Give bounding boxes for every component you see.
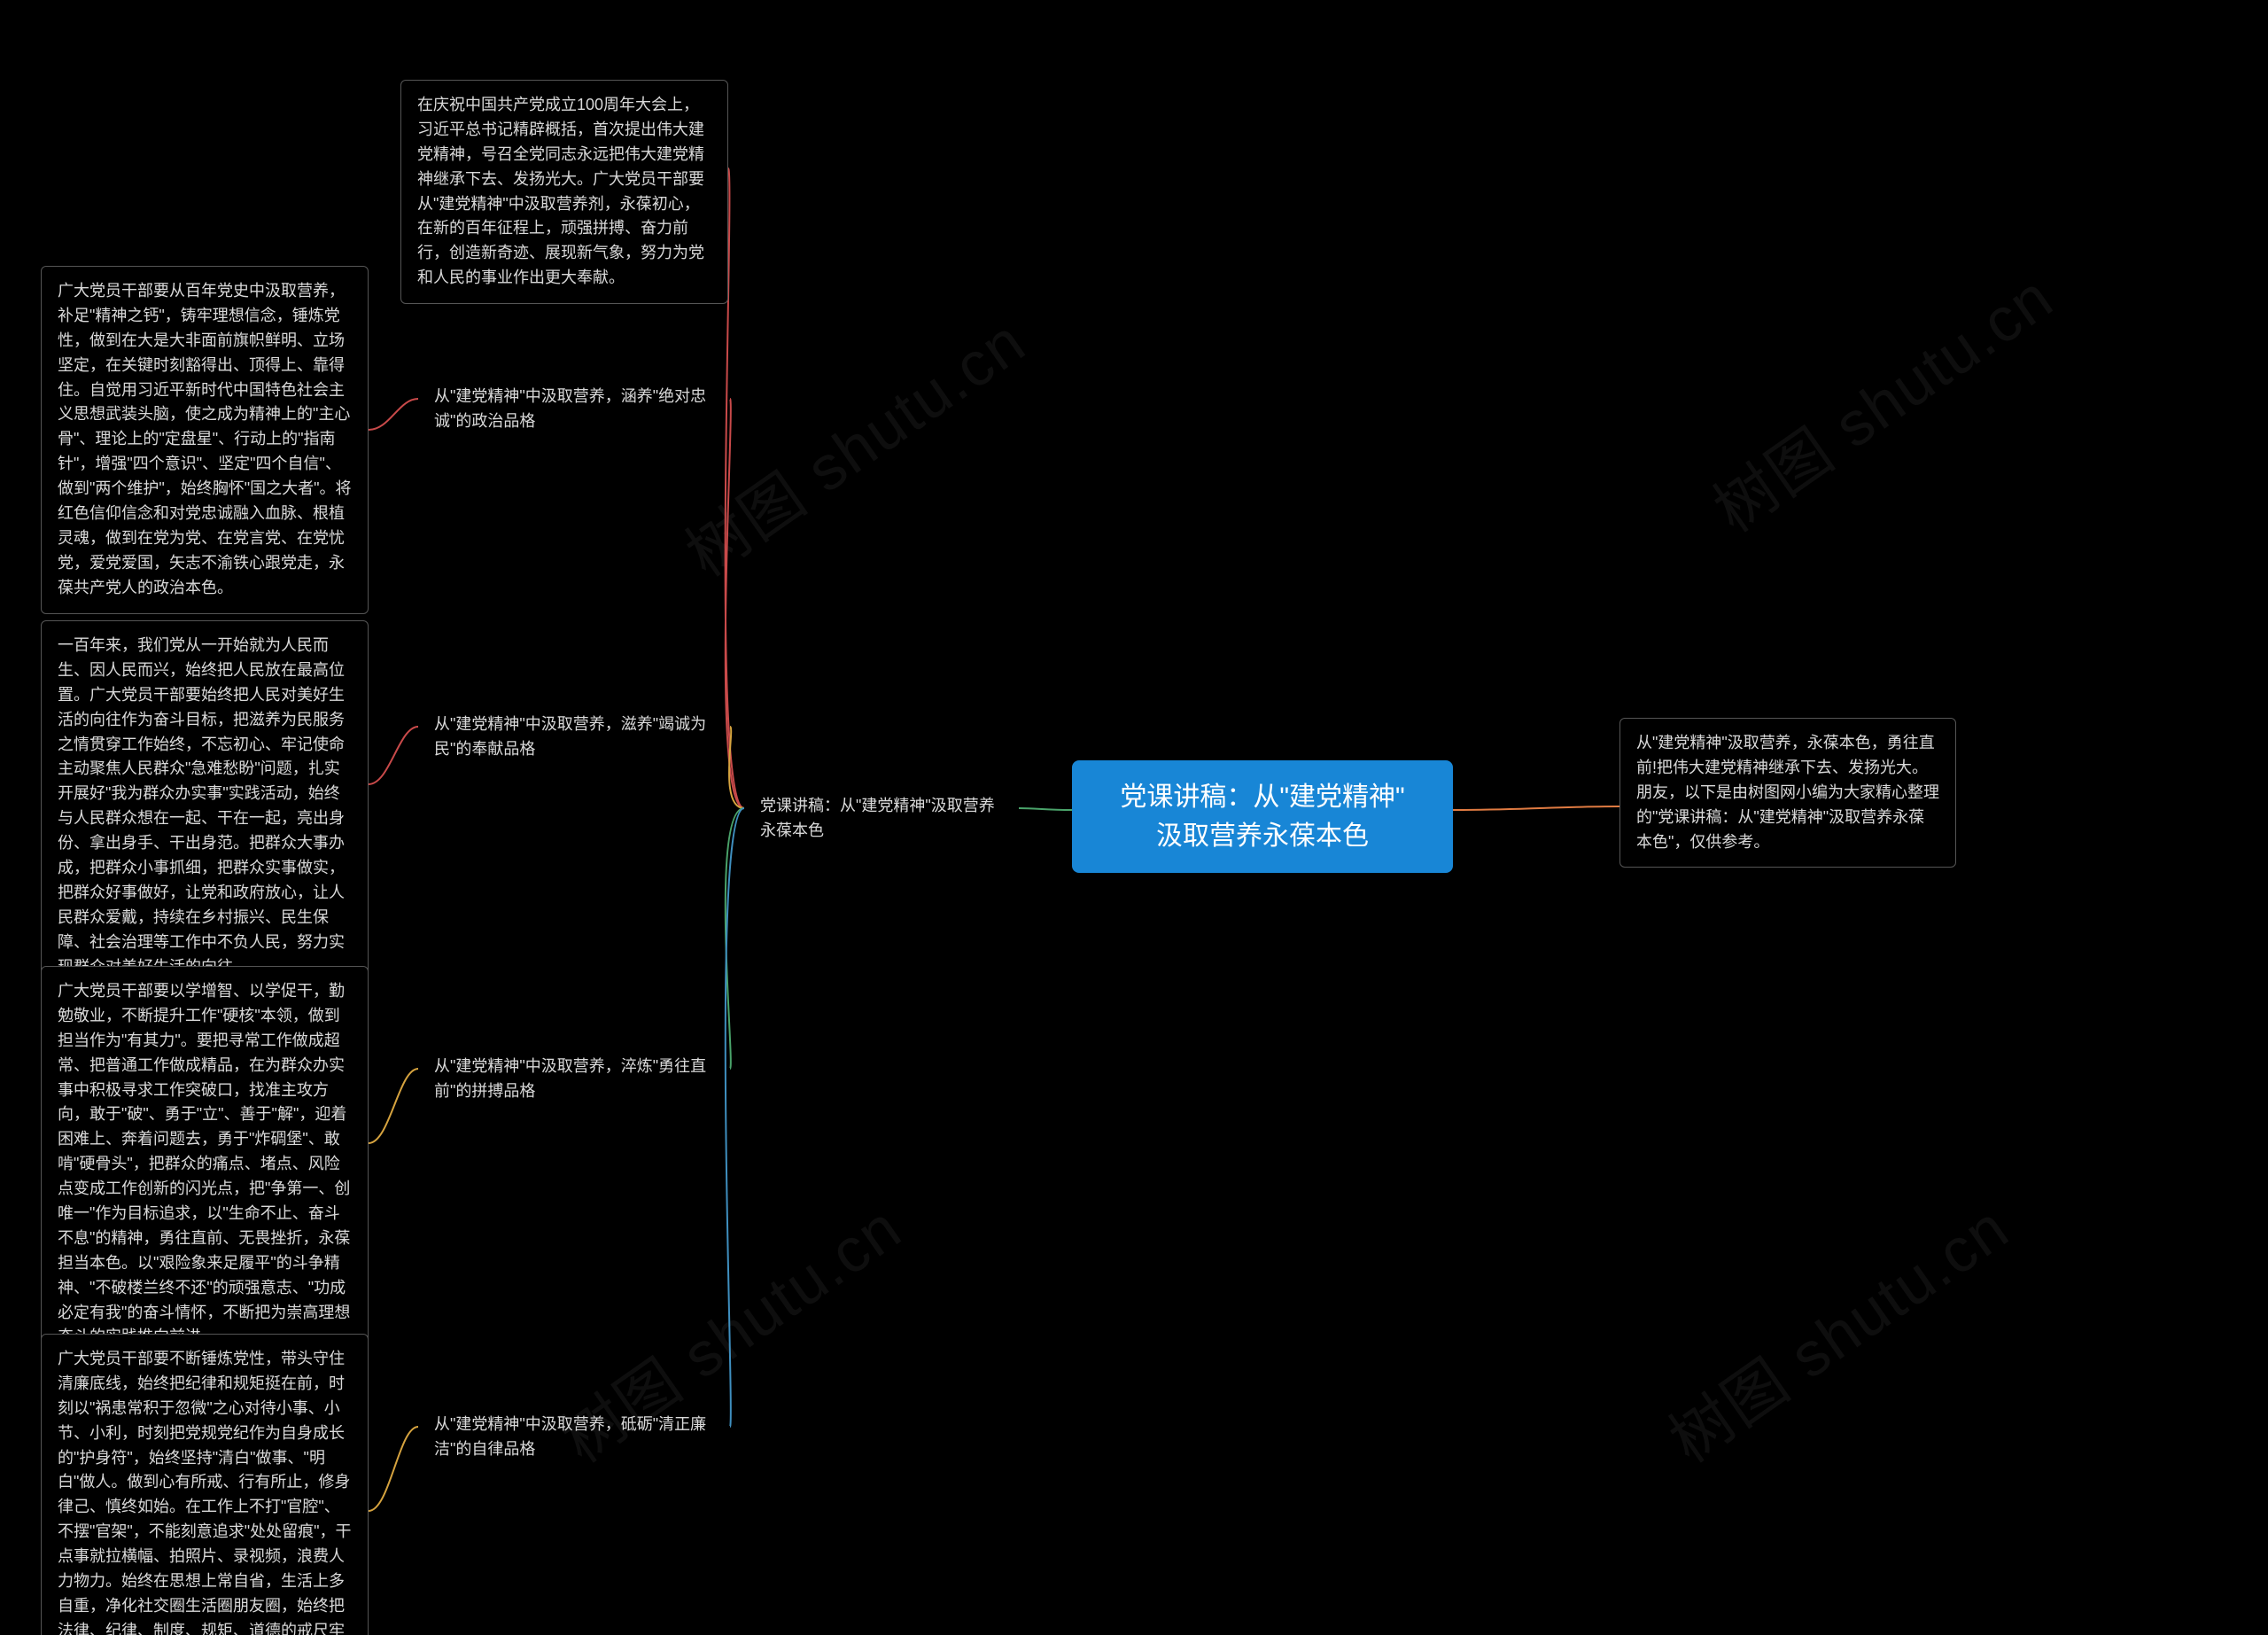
watermark: 树图 shutu.cn: [1693, 249, 2068, 549]
leaf-text: 在庆祝中国共产党成立100周年大会上，习近平总书记精辟概括，首次提出伟大建党精神…: [417, 96, 704, 286]
summary-right[interactable]: 从"建党精神"汲取营养，永葆本色，勇往直前!把伟大建党精神继承下去、发扬光大。朋…: [1619, 718, 1956, 868]
branch-label-text: 从"建党精神"中汲取营养，淬炼"勇往直前"的拼搏品格: [434, 1057, 706, 1100]
watermark: 树图 shutu.cn: [1649, 1180, 2023, 1480]
branch-label-text: 从"建党精神"中汲取营养，涵养"绝对忠诚"的政治品格: [434, 387, 706, 430]
branch-3-leaf[interactable]: 广大党员干部要以学增智、以学促干，勤勉敬业，不断提升工作"硬核"本领，做到担当作…: [41, 966, 369, 1363]
branch-intro-leaf[interactable]: 在庆祝中国共产党成立100周年大会上，习近平总书记精辟概括，首次提出伟大建党精神…: [400, 80, 728, 304]
leaf-text: 广大党员干部要从百年党史中汲取营养，补足"精神之钙"，铸牢理想信念，锤炼党性，做…: [58, 282, 352, 596]
branch-1-label[interactable]: 从"建党精神"中汲取营养，涵养"绝对忠诚"的政治品格: [418, 372, 730, 447]
branch-3-label[interactable]: 从"建党精神"中汲取营养，淬炼"勇往直前"的拼搏品格: [418, 1042, 730, 1117]
branch-label-text: 从"建党精神"中汲取营养，砥砺"清正廉洁"的自律品格: [434, 1415, 706, 1458]
left-hub[interactable]: 党课讲稿：从"建党精神"汲取营养永葆本色: [744, 782, 1019, 856]
branch-1-leaf[interactable]: 广大党员干部要从百年党史中汲取营养，补足"精神之钙"，铸牢理想信念，锤炼党性，做…: [41, 266, 369, 614]
mindmap-root[interactable]: 党课讲稿：从"建党精神"汲取营养永葆本色: [1072, 760, 1453, 873]
left-hub-text: 党课讲稿：从"建党精神"汲取营养永葆本色: [760, 797, 995, 839]
branch-4-label[interactable]: 从"建党精神"中汲取营养，砥砺"清正廉洁"的自律品格: [418, 1400, 730, 1475]
leaf-text: 一百年来，我们党从一开始就为人民而生、因人民而兴，始终把人民放在最高位置。广大党…: [58, 636, 345, 976]
leaf-text: 广大党员干部要不断锤炼党性，带头守住清廉底线，始终把纪律和规矩挺在前，时刻以"祸…: [58, 1350, 352, 1635]
branch-2-label[interactable]: 从"建党精神"中汲取营养，滋养"竭诚为民"的奉献品格: [418, 700, 730, 775]
branch-4-leaf[interactable]: 广大党员干部要不断锤炼党性，带头守住清廉底线，始终把纪律和规矩挺在前，时刻以"祸…: [41, 1334, 369, 1635]
leaf-text: 广大党员干部要以学增智、以学促干，勤勉敬业，不断提升工作"硬核"本领，做到担当作…: [58, 982, 350, 1345]
summary-text: 从"建党精神"汲取营养，永葆本色，勇往直前!把伟大建党精神继承下去、发扬光大。朋…: [1636, 734, 1939, 851]
branch-2-leaf[interactable]: 一百年来，我们党从一开始就为人民而生、因人民而兴，始终把人民放在最高位置。广大党…: [41, 620, 369, 993]
root-title: 党课讲稿：从"建党精神"汲取营养永葆本色: [1120, 782, 1404, 851]
branch-label-text: 从"建党精神"中汲取营养，滋养"竭诚为民"的奉献品格: [434, 715, 706, 758]
